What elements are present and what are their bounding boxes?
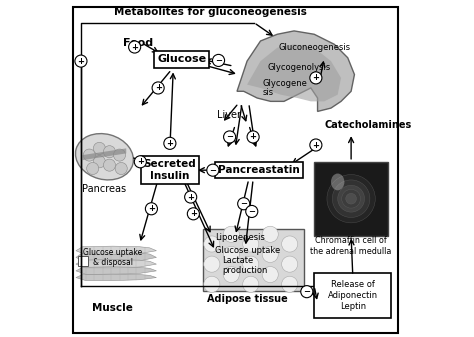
Circle shape xyxy=(128,41,141,53)
Text: −: − xyxy=(210,166,216,175)
Text: Adipose tissue: Adipose tissue xyxy=(207,295,287,304)
Text: Release of
Adiponectin
Leptin: Release of Adiponectin Leptin xyxy=(328,280,378,311)
Ellipse shape xyxy=(327,175,375,223)
Ellipse shape xyxy=(337,185,365,212)
Circle shape xyxy=(204,236,220,252)
Text: +: + xyxy=(131,42,138,52)
Text: Glycogene
sis: Glycogene sis xyxy=(262,79,307,97)
Text: Pancreastatin: Pancreastatin xyxy=(218,165,300,175)
Polygon shape xyxy=(76,246,156,255)
Text: +: + xyxy=(166,139,173,148)
Circle shape xyxy=(204,276,220,292)
Text: +: + xyxy=(77,57,84,66)
Circle shape xyxy=(146,203,157,215)
Polygon shape xyxy=(76,267,156,274)
Text: Lactate
production: Lactate production xyxy=(222,256,267,275)
Circle shape xyxy=(310,72,322,84)
Text: Chromaffin cell of
the adrenal medulla: Chromaffin cell of the adrenal medulla xyxy=(310,236,392,256)
Text: +: + xyxy=(137,157,144,166)
Ellipse shape xyxy=(75,133,133,180)
Circle shape xyxy=(262,226,278,242)
FancyBboxPatch shape xyxy=(314,273,392,318)
Text: Glucose uptake
& disposal: Glucose uptake & disposal xyxy=(83,248,143,267)
Polygon shape xyxy=(76,259,156,268)
Circle shape xyxy=(207,164,219,176)
Text: Liver: Liver xyxy=(217,110,241,120)
Text: Catecholamines: Catecholamines xyxy=(324,120,411,130)
Text: Lipogenesis: Lipogenesis xyxy=(215,233,265,242)
Circle shape xyxy=(83,149,95,161)
Text: −: − xyxy=(248,207,255,216)
Circle shape xyxy=(212,54,225,66)
Text: Glucose: Glucose xyxy=(157,55,206,64)
Text: −: − xyxy=(303,287,310,296)
Circle shape xyxy=(237,198,250,210)
Polygon shape xyxy=(237,31,355,112)
Text: +: + xyxy=(250,132,256,142)
Circle shape xyxy=(223,267,239,283)
Circle shape xyxy=(185,191,197,203)
Text: Metabolites for gluconeogenesis: Metabolites for gluconeogenesis xyxy=(114,7,307,18)
Text: Pancreas: Pancreas xyxy=(82,184,127,194)
Text: −: − xyxy=(226,132,233,142)
Text: Glucose uptake: Glucose uptake xyxy=(215,246,281,255)
Circle shape xyxy=(103,159,116,171)
Circle shape xyxy=(134,156,146,168)
FancyBboxPatch shape xyxy=(314,162,388,236)
Circle shape xyxy=(223,226,239,242)
Circle shape xyxy=(243,236,259,252)
Circle shape xyxy=(204,256,220,272)
Text: +: + xyxy=(187,192,194,202)
Circle shape xyxy=(93,142,105,154)
Circle shape xyxy=(310,139,322,151)
Text: +: + xyxy=(148,204,155,213)
Polygon shape xyxy=(247,44,341,101)
Text: −: − xyxy=(240,199,247,208)
Circle shape xyxy=(113,149,126,161)
FancyBboxPatch shape xyxy=(78,256,88,267)
FancyBboxPatch shape xyxy=(73,7,398,333)
Text: +: + xyxy=(155,84,162,92)
Text: Gluconeogenesis: Gluconeogenesis xyxy=(279,43,351,52)
Circle shape xyxy=(223,246,239,263)
Circle shape xyxy=(103,146,116,158)
Text: Muscle: Muscle xyxy=(92,303,133,313)
Circle shape xyxy=(247,131,259,143)
Text: +: + xyxy=(312,141,319,150)
Text: Glycogenolysis: Glycogenolysis xyxy=(267,63,330,72)
Circle shape xyxy=(224,131,236,143)
Ellipse shape xyxy=(342,189,361,208)
Circle shape xyxy=(282,276,298,292)
Text: +: + xyxy=(190,209,197,218)
FancyBboxPatch shape xyxy=(203,229,304,291)
Circle shape xyxy=(262,267,278,283)
Circle shape xyxy=(246,206,258,217)
Ellipse shape xyxy=(332,180,370,217)
Circle shape xyxy=(262,246,278,263)
Text: −: − xyxy=(215,56,222,65)
Circle shape xyxy=(87,162,99,175)
Circle shape xyxy=(243,276,259,292)
Circle shape xyxy=(187,208,200,220)
Polygon shape xyxy=(76,252,156,262)
Text: +: + xyxy=(312,73,319,82)
Text: Food: Food xyxy=(123,38,153,48)
Circle shape xyxy=(243,256,259,272)
Circle shape xyxy=(282,256,298,272)
Ellipse shape xyxy=(346,193,356,204)
Ellipse shape xyxy=(331,174,345,190)
Circle shape xyxy=(282,236,298,252)
Circle shape xyxy=(115,162,127,175)
Circle shape xyxy=(164,137,176,149)
Text: Secreted
Insulin: Secreted Insulin xyxy=(144,159,196,181)
Circle shape xyxy=(152,82,164,94)
Circle shape xyxy=(93,156,105,168)
Polygon shape xyxy=(76,274,156,281)
Circle shape xyxy=(301,286,313,298)
Polygon shape xyxy=(82,148,126,160)
Circle shape xyxy=(75,55,87,67)
